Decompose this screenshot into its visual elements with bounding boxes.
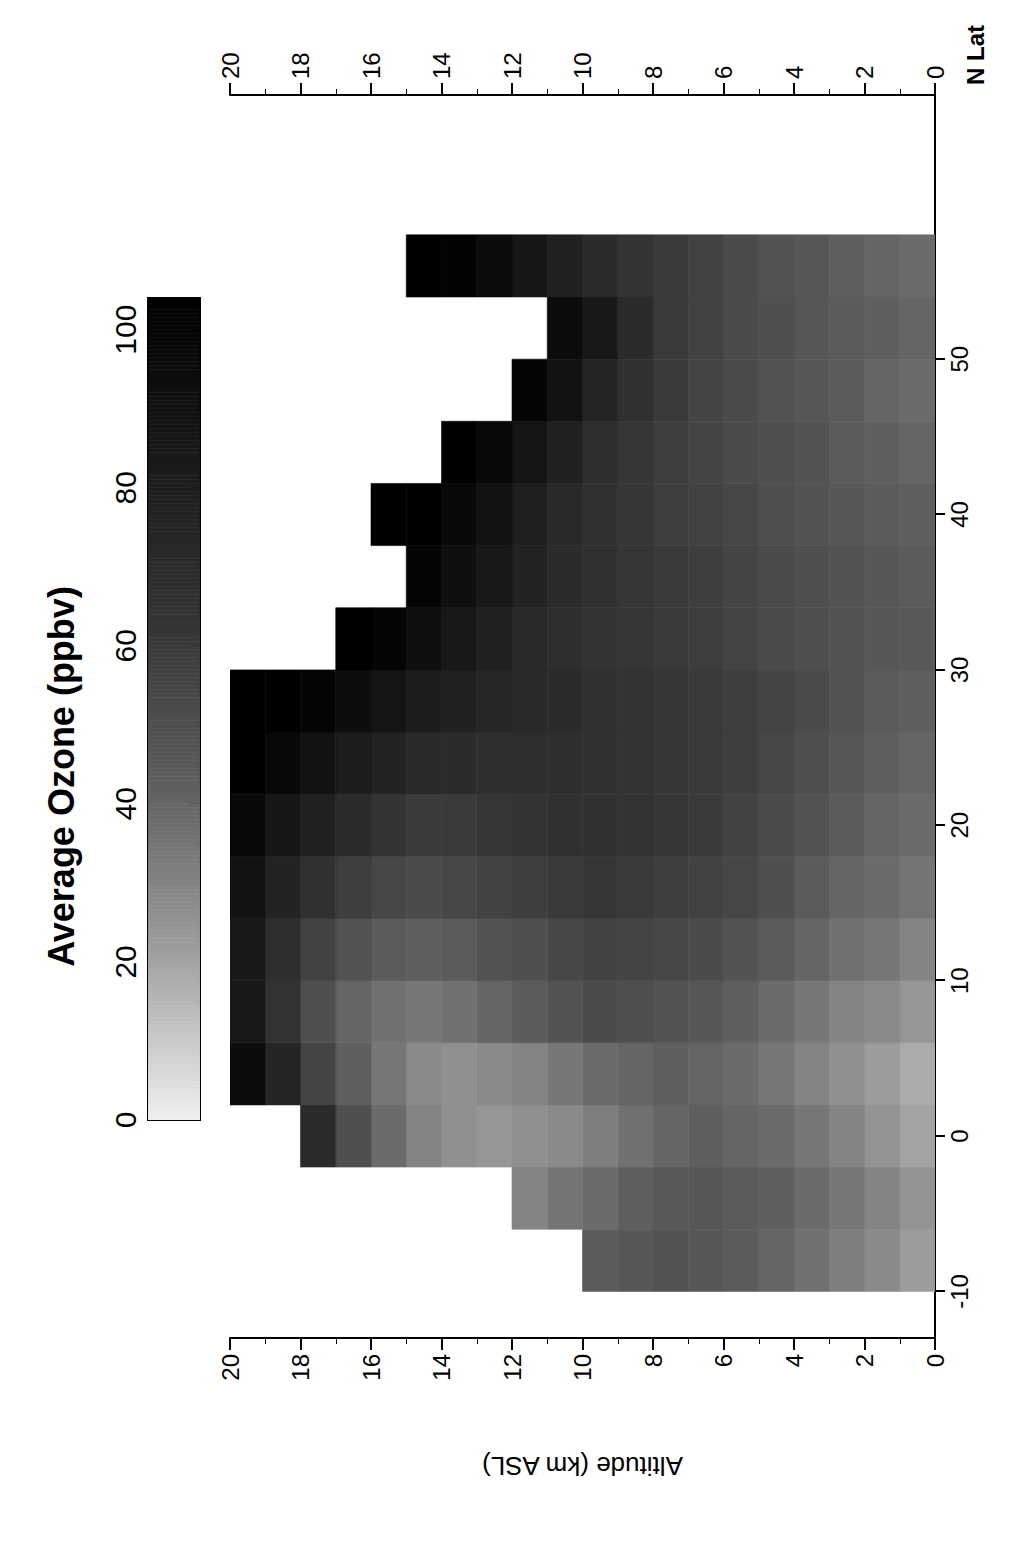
svg-text:Average Ozone (ppbv): Average Ozone (ppbv) [41, 586, 82, 967]
svg-text:80: 80 [109, 471, 142, 504]
svg-text:20: 20 [109, 945, 142, 978]
svg-text:16: 16 [358, 1354, 385, 1381]
svg-text:40: 40 [109, 787, 142, 820]
svg-text:8: 8 [640, 66, 667, 79]
svg-text:4: 4 [781, 1354, 808, 1367]
svg-text:20: 20 [946, 812, 973, 839]
svg-text:6: 6 [710, 1354, 737, 1367]
svg-text:Altitude (km ASL): Altitude (km ASL) [482, 1451, 683, 1481]
svg-text:0: 0 [922, 1354, 949, 1367]
svg-text:30: 30 [946, 657, 973, 684]
svg-text:12: 12 [499, 1354, 526, 1381]
svg-text:8: 8 [640, 1354, 667, 1367]
svg-text:14: 14 [428, 1354, 455, 1381]
svg-text:6: 6 [710, 66, 737, 79]
svg-text:2: 2 [851, 66, 878, 79]
svg-text:16: 16 [358, 52, 385, 79]
svg-text:-10: -10 [946, 1274, 973, 1309]
svg-text:18: 18 [287, 1354, 314, 1381]
svg-text:0: 0 [946, 1129, 973, 1142]
svg-text:N Lat: N Lat [962, 25, 989, 85]
svg-text:60: 60 [109, 629, 142, 662]
svg-text:2: 2 [851, 1354, 878, 1367]
svg-text:40: 40 [946, 501, 973, 528]
svg-text:12: 12 [499, 52, 526, 79]
svg-text:0: 0 [109, 1112, 142, 1129]
svg-text:10: 10 [569, 52, 596, 79]
svg-text:20: 20 [217, 52, 244, 79]
svg-text:20: 20 [217, 1354, 244, 1381]
svg-text:4: 4 [781, 66, 808, 79]
svg-text:50: 50 [946, 346, 973, 373]
svg-text:0: 0 [922, 66, 949, 79]
svg-text:18: 18 [287, 52, 314, 79]
svg-text:100: 100 [109, 305, 142, 355]
svg-text:14: 14 [428, 52, 455, 79]
svg-text:10: 10 [569, 1354, 596, 1381]
svg-text:10: 10 [946, 967, 973, 994]
